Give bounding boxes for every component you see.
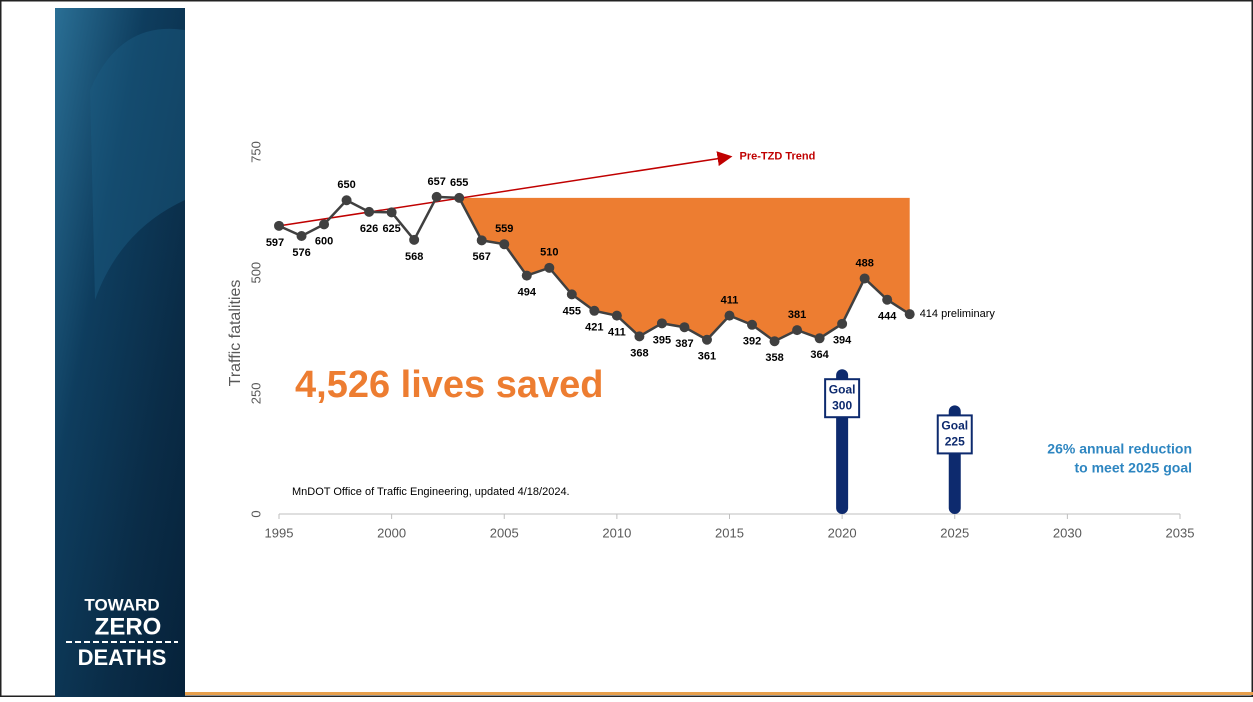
data-label: 411 bbox=[721, 295, 739, 307]
data-point bbox=[679, 322, 690, 333]
data-point bbox=[341, 195, 352, 206]
data-label: 567 bbox=[473, 251, 491, 263]
data-label: 395 bbox=[653, 334, 671, 346]
trend-arrow bbox=[278, 151, 733, 227]
data-point bbox=[296, 230, 307, 241]
data-point bbox=[589, 305, 600, 316]
data-point bbox=[792, 325, 803, 336]
annotation: to meet 2025 goal bbox=[1075, 460, 1193, 476]
data-label: 655 bbox=[450, 177, 468, 189]
y-tick-label: 0 bbox=[248, 510, 263, 517]
data-point bbox=[566, 289, 577, 300]
data-label: 597 bbox=[266, 237, 284, 249]
data-point bbox=[904, 309, 915, 320]
data-label: 568 bbox=[405, 251, 423, 263]
data-point bbox=[634, 331, 645, 342]
y-tick-label: 250 bbox=[248, 382, 263, 404]
data-label: 411 bbox=[608, 327, 626, 339]
data-label: 421 bbox=[585, 322, 603, 334]
data-point bbox=[431, 191, 442, 202]
data-point bbox=[521, 270, 532, 281]
data-label: 455 bbox=[563, 305, 581, 317]
logo-text: DEATHS bbox=[78, 645, 167, 670]
data-label: 625 bbox=[382, 223, 400, 235]
data-label: 381 bbox=[788, 309, 806, 321]
data-point bbox=[454, 192, 465, 203]
data-point bbox=[656, 318, 667, 329]
data-label: 510 bbox=[540, 247, 558, 259]
goal-sign bbox=[936, 414, 973, 455]
data-label: 361 bbox=[698, 351, 716, 363]
data-label: 368 bbox=[630, 347, 648, 359]
data-point bbox=[319, 219, 330, 230]
logo-text: ZERO bbox=[95, 613, 162, 640]
data-point bbox=[724, 310, 735, 321]
source-note: MnDOT Office of Traffic Engineering, upd… bbox=[292, 486, 570, 498]
x-tick-label: 2000 bbox=[377, 525, 406, 540]
annotation: 26% annual reduction bbox=[1047, 441, 1192, 457]
data-point bbox=[386, 207, 397, 218]
data-label: 650 bbox=[337, 179, 355, 191]
y-tick-label: 750 bbox=[248, 141, 263, 163]
data-label: 444 bbox=[878, 311, 897, 323]
data-label: 488 bbox=[855, 257, 873, 269]
shaded-area bbox=[459, 197, 910, 342]
data-label: 394 bbox=[833, 335, 852, 347]
data-point bbox=[882, 294, 893, 305]
data-point bbox=[274, 220, 284, 231]
data-point bbox=[769, 336, 780, 347]
annotation: 4,526 lives saved bbox=[295, 364, 603, 406]
x-tick-label: 2030 bbox=[1053, 525, 1082, 540]
data-point bbox=[747, 319, 758, 330]
data-label: 494 bbox=[518, 286, 537, 298]
data-point bbox=[701, 334, 712, 345]
data-point bbox=[544, 262, 555, 273]
x-tick-label: 2020 bbox=[828, 525, 857, 540]
data-point bbox=[409, 234, 420, 245]
goal-label: Goal bbox=[829, 382, 856, 396]
x-tick-label: 2015 bbox=[715, 525, 744, 540]
goal-value: 300 bbox=[832, 398, 852, 412]
goal-sign bbox=[824, 378, 861, 419]
x-tick-label: 2010 bbox=[602, 525, 631, 540]
trend-label: Pre-TZD Trend bbox=[740, 151, 816, 163]
data-label: 600 bbox=[315, 235, 333, 247]
data-point bbox=[364, 206, 375, 217]
data-point bbox=[611, 310, 622, 321]
x-tick-label: 2005 bbox=[490, 525, 519, 540]
logo-text: TOWARD bbox=[84, 595, 159, 614]
data-point bbox=[814, 333, 825, 344]
sidebar-shape bbox=[90, 28, 185, 300]
x-tick-label: 2035 bbox=[1166, 525, 1195, 540]
data-label: 414 preliminary bbox=[920, 308, 996, 320]
data-point bbox=[476, 235, 487, 246]
data-label: 576 bbox=[292, 247, 310, 259]
x-tick-label: 2025 bbox=[940, 525, 969, 540]
y-axis-label: Traffic fatalities bbox=[227, 280, 244, 387]
data-point bbox=[499, 239, 510, 250]
data-point bbox=[837, 318, 848, 329]
data-label: 559 bbox=[495, 223, 513, 235]
bottom-line bbox=[185, 692, 1253, 695]
data-label: 657 bbox=[427, 176, 445, 188]
goal-label: Goal bbox=[941, 419, 968, 433]
data-label: 626 bbox=[360, 223, 378, 235]
data-label: 387 bbox=[675, 338, 693, 350]
x-tick-label: 1995 bbox=[265, 525, 294, 540]
y-tick-label: 500 bbox=[248, 262, 263, 284]
data-label: 392 bbox=[743, 336, 761, 348]
goal-value: 225 bbox=[945, 435, 965, 449]
data-label: 364 bbox=[810, 349, 829, 361]
data-label: 358 bbox=[765, 352, 783, 364]
data-point bbox=[859, 273, 870, 284]
